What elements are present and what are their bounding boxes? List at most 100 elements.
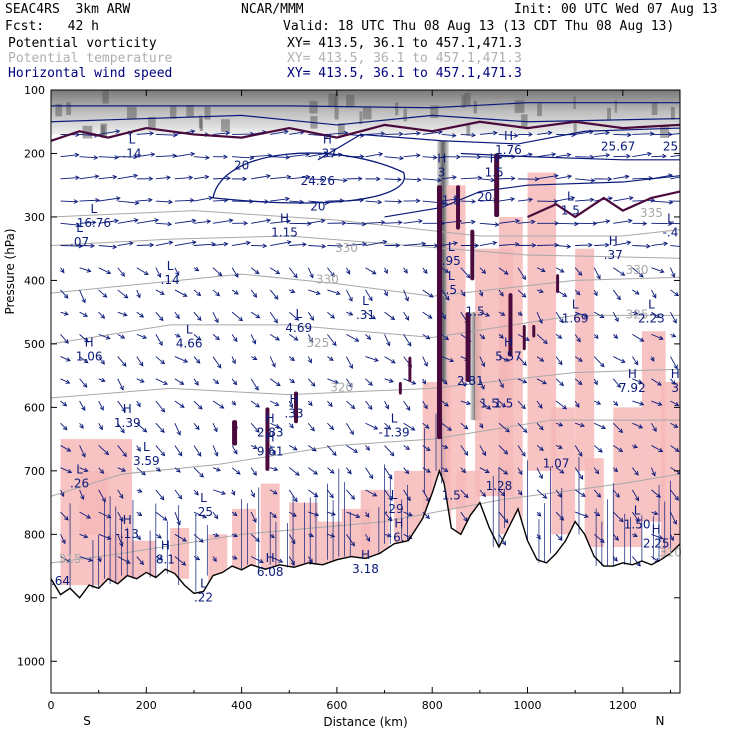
wind-vector-head [154,218,160,223]
wind-vector [365,153,383,158]
wind-vector [460,177,482,180]
wind-vector [79,356,89,364]
wind-vector-head [191,240,197,245]
pink-region [575,248,595,471]
wind-vector-head [231,359,236,365]
wind-vector-head [407,512,413,517]
wind-vector-head [329,493,334,499]
extremum-value: 1.5 [466,304,485,318]
wind-vector [212,378,219,384]
wind-vector [60,422,68,431]
wind-vector [441,242,458,246]
wind-vector-head [272,513,277,519]
wind-vector [155,222,172,225]
wind-vector-head [215,335,220,341]
wind-vector-head [160,428,165,433]
theta-contour [51,419,680,497]
wind-vector-head [559,381,564,387]
wind-vector [555,467,564,474]
wind-vector-head [615,493,620,498]
wind-vector [136,311,144,318]
wind-vector [79,400,86,411]
wind-vector-head [440,200,446,206]
wind-vector-head [299,199,305,205]
wind-vector [384,156,404,159]
wind-vector [632,133,654,135]
wind-vector-head [273,466,279,472]
wind-vector-head [578,474,584,480]
wind-vector [403,422,415,431]
extremum-value: .37 [604,248,623,262]
wind-vector [555,489,562,498]
wind-vector [212,219,233,224]
extremum-value: 7.92 [619,381,646,395]
wind-vector-head [444,268,450,273]
wind-vector [327,378,339,384]
wind-vector [422,400,428,409]
wind-vector [651,174,673,180]
wind-vector-head [255,537,260,543]
wind-vector-head [624,174,630,180]
wind-vector [575,244,592,246]
strat-streak [66,102,72,116]
wind-vector-head [367,405,373,410]
wind-vector-head [305,152,310,157]
wind-vector-head [309,316,315,321]
wind-vector-head [79,424,84,429]
wind-vector [422,511,430,519]
wind-vector [79,311,88,317]
wind-vector-head [674,401,680,406]
strat-streak [148,116,156,130]
y-tick-label: 500 [24,338,45,351]
wind-vector-head [189,198,195,203]
wind-vector-head [160,407,166,413]
wind-vector [289,243,306,246]
wind-vector [384,489,393,501]
wind-vector [536,534,541,540]
wind-vector-head [100,359,105,365]
wind-vector [308,219,325,224]
wind-vector-head [62,425,68,431]
extremum-marker: L [200,577,207,591]
wind-vector [174,356,188,363]
strat-streak [430,105,439,118]
wind-vector-head [531,242,537,248]
wind-vector-head [377,199,383,205]
wind-vector-head [447,426,452,431]
wind-vector [288,311,299,321]
wind-vector-head [255,403,260,408]
wind-vector-head [223,241,229,247]
wind-vector [593,445,603,453]
wind-vector-head [264,199,270,204]
strat-streak [651,102,658,116]
wind-vector [155,155,177,158]
wind-vector [403,467,409,474]
wind-vector [270,130,288,135]
wind-vector-head [613,556,618,562]
wind-vector [479,356,485,367]
wind-vector [651,200,673,203]
wind-vector-head [626,240,632,246]
wind-vector [556,175,572,180]
wind-vector [60,489,65,497]
wind-vector-head [324,200,330,205]
extremum-value: 9.61 [257,445,284,459]
wind-vector-head [119,541,124,547]
wind-vector [270,467,278,471]
wind-vector-head [133,173,139,179]
wind-vector-head [215,291,221,297]
extremum-marker: L [362,294,369,308]
wind-vector [441,198,458,202]
wind-vector [365,334,371,340]
wind-vector-head [307,221,312,227]
wind-vector [594,400,601,405]
wind-vector-head [83,467,89,472]
wind-vector [575,178,595,182]
wind-vector-head [613,334,619,339]
extremum-marker: H [123,402,132,416]
wind-vector-head [522,428,528,433]
wind-vector [441,311,446,319]
wind-vector-head [84,338,89,343]
pink-region [108,534,128,586]
